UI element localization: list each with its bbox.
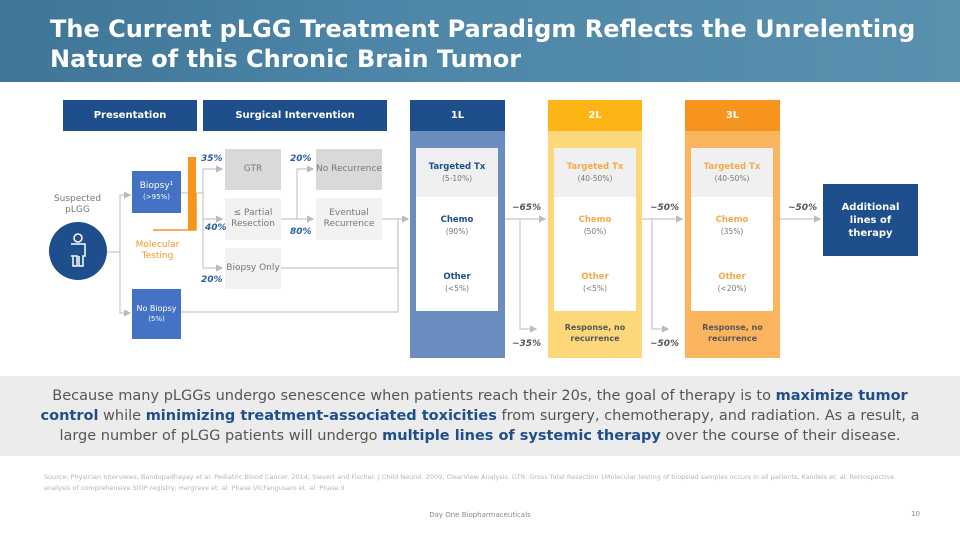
- flow-2l-response-pct: ~50%: [650, 339, 680, 349]
- t: Because many pLGGs undergo senescence wh…: [52, 388, 776, 404]
- pct: (<20%): [717, 283, 747, 293]
- highlight: maximize tumor control: [40, 388, 908, 424]
- 2l-other: Other (<5%): [554, 254, 636, 311]
- header-3l: 3L: [685, 100, 780, 131]
- header-1l: 1L: [410, 100, 505, 131]
- label: Other: [443, 271, 471, 282]
- eventual-recurrence-pct: 80%: [290, 227, 312, 237]
- label: Chemo: [578, 214, 612, 225]
- no-biopsy-pct: (5%): [148, 315, 165, 323]
- person-icon: [49, 222, 107, 280]
- biopsy-pct: (>95%): [143, 193, 170, 201]
- 2l-chemo: Chemo (50%): [554, 197, 636, 254]
- 1l-chemo: Chemo (90%): [416, 197, 498, 254]
- t: while: [98, 408, 146, 424]
- biopsy-only-pct: 20%: [201, 275, 223, 285]
- no-biopsy-label: No Biopsy: [136, 304, 177, 313]
- t: from surgery, chemotherapy, and radiatio…: [59, 408, 920, 444]
- pct: (<5%): [582, 283, 608, 293]
- eventual-recurrence-box: Eventual Recurrence: [316, 198, 382, 240]
- label: Other: [718, 271, 746, 282]
- flow-3l-additional-pct: ~50%: [788, 203, 818, 213]
- header-presentation: Presentation: [63, 100, 197, 131]
- header-surgical: Surgical Intervention: [203, 100, 387, 131]
- biopsy-label: Biopsy¹: [139, 181, 174, 191]
- biopsy-box: Biopsy¹ (>95%): [132, 171, 181, 213]
- partial-pct: 40%: [205, 223, 227, 233]
- pct: (40-50%): [714, 173, 750, 183]
- label: Chemo: [715, 214, 749, 225]
- gtr-box: GTR: [225, 149, 281, 190]
- pct: (35%): [720, 226, 744, 236]
- no-recurrence-pct: 20%: [290, 154, 312, 164]
- key-message: Because many pLGGs undergo senescence wh…: [40, 386, 920, 446]
- molecular-testing-bar: [188, 157, 196, 230]
- partial-resection-box: ≤ Partial Resection: [225, 198, 281, 240]
- column-2l-panel: Targeted Tx (40-50%) Chemo (50%) Other (<5%…: [554, 148, 636, 311]
- biopsy-only-box: Biopsy Only: [225, 248, 281, 289]
- label: Targeted Tx: [703, 161, 761, 172]
- footer-company: Day One Biopharmaceuticals: [429, 511, 531, 519]
- label: Chemo: [440, 214, 474, 225]
- 2l-response: Response, no recurrence: [564, 323, 626, 343]
- highlight: multiple lines of systemic therapy: [382, 428, 661, 444]
- column-3l-panel: Targeted Tx (40-50%) Chemo (35%) Other (<20…: [691, 148, 773, 311]
- flow-2l-3l-pct: ~50%: [650, 203, 680, 213]
- flow-1l-2l-pct: ~65%: [512, 203, 542, 213]
- page-number: 10: [911, 510, 920, 518]
- highlight: minimizing treatment-associated toxiciti…: [145, 408, 497, 424]
- no-biopsy-box: No Biopsy (5%): [132, 289, 181, 339]
- no-recurrence-box: No Recurrence: [316, 149, 382, 190]
- 3l-response: Response, no recurrence: [702, 323, 763, 343]
- 1l-targeted: Targeted Tx (5-10%): [416, 148, 498, 197]
- label: Targeted Tx: [428, 161, 486, 172]
- additional-lines-box: Additional lines of therapy: [823, 184, 918, 256]
- pct: (40-50%): [577, 173, 613, 183]
- t: over the course of their disease.: [660, 428, 901, 444]
- header-2l: 2L: [548, 100, 642, 131]
- source-footnote: Source: Physician Interviews, Bandopadha…: [44, 473, 895, 492]
- title-bar: The Current pLGG Treatment Paradigm Refl…: [0, 0, 960, 82]
- 3l-chemo: Chemo (35%): [691, 197, 773, 254]
- suspected-plgg-label: Suspected pLGG: [53, 194, 102, 215]
- flow-1l-response-pct: ~35%: [512, 339, 542, 349]
- column-1l-panel: Targeted Tx (5-10%) Chemo (90%) Other (<5%): [416, 148, 498, 311]
- 3l-targeted: Targeted Tx (40-50%): [691, 148, 773, 197]
- 1l-other: Other (<5%): [416, 254, 498, 311]
- molecular-testing-label: Molecular Testing: [135, 240, 180, 261]
- slide-title: The Current pLGG Treatment Paradigm Refl…: [50, 15, 916, 73]
- key-message-band: Because many pLGGs undergo senescence wh…: [0, 376, 960, 456]
- label: Other: [581, 271, 609, 282]
- gtr-pct: 35%: [201, 154, 223, 164]
- 3l-other: Other (<20%): [691, 254, 773, 311]
- 2l-targeted: Targeted Tx (40-50%): [554, 148, 636, 197]
- pct: (5-10%): [442, 173, 472, 183]
- pct: (90%): [445, 226, 469, 236]
- label: Targeted Tx: [566, 161, 624, 172]
- pct: (50%): [583, 226, 607, 236]
- pct: (<5%): [444, 283, 470, 293]
